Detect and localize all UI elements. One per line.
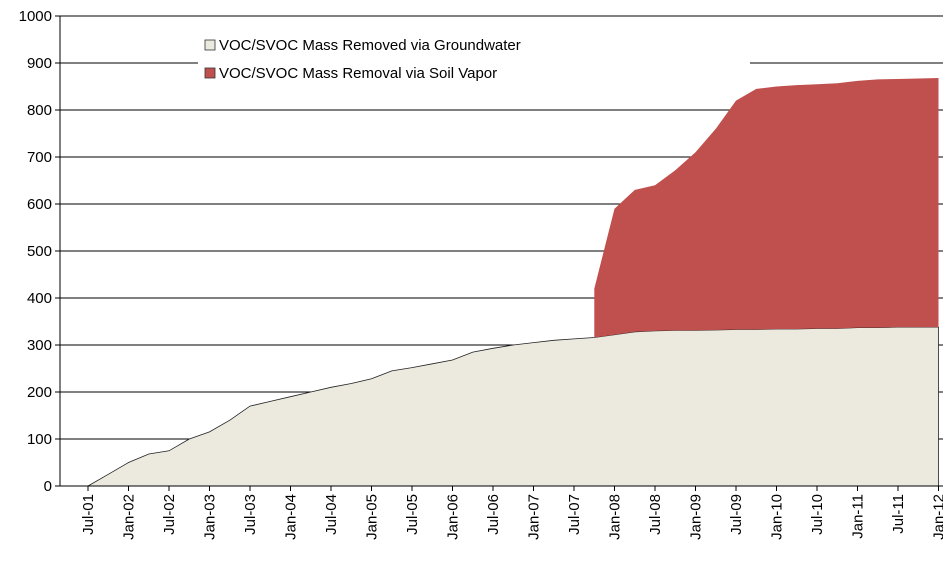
y-tick-label: 100 [27, 431, 52, 448]
x-tick-label: Jan-10 [769, 494, 786, 540]
area [594, 78, 939, 338]
x-tick-label: Jul-06 [485, 494, 502, 535]
y-tick-label: 1000 [19, 8, 52, 25]
x-tick-label: Jan-05 [364, 494, 381, 540]
x-tick-label: Jan-07 [526, 494, 543, 540]
y-tick-label: 0 [44, 478, 52, 495]
x-tick-label: Jul-07 [566, 494, 583, 535]
y-tick-label: 400 [27, 290, 52, 307]
y-tick-label: 900 [27, 55, 52, 72]
y-tick-label: 800 [27, 102, 52, 119]
x-tick-label: Jul-01 [80, 494, 97, 535]
legend-label: VOC/SVOC Mass Removal via Soil Vapor [219, 65, 497, 82]
legend-swatch [204, 67, 216, 79]
x-tick-label: Jul-11 [890, 494, 907, 534]
legend-swatch [204, 39, 216, 51]
x-tick-label: Jan-11 [850, 494, 867, 539]
y-tick-label: 500 [27, 243, 52, 260]
y-tick-label: 700 [27, 149, 52, 166]
area [86, 326, 939, 487]
y-tick-label: 300 [27, 337, 52, 354]
y-tick-label: 600 [27, 196, 52, 213]
x-tick-label: Jul-09 [728, 494, 745, 535]
x-tick-label: Jul-04 [323, 494, 340, 535]
legend-label: VOC/SVOC Mass Removed via Groundwater [219, 37, 521, 54]
y-tick-label: 200 [27, 384, 52, 401]
x-tick-label: Jan-04 [283, 494, 300, 540]
x-tick-label: Jan-12 [931, 494, 943, 540]
legend-box [198, 28, 750, 86]
x-tick-label: Jan-02 [121, 494, 138, 540]
x-tick-label: Jan-08 [607, 494, 624, 540]
x-tick-label: Jul-02 [161, 494, 178, 535]
x-tick-label: Jul-10 [809, 494, 826, 535]
x-tick-label: Jul-08 [647, 494, 664, 535]
x-tick-label: Jul-03 [242, 494, 259, 535]
x-tick-label: Jan-09 [688, 494, 705, 540]
x-tick-label: Jan-06 [445, 494, 462, 540]
x-tick-label: Jan-03 [202, 494, 219, 540]
x-tick-label: Jul-05 [404, 494, 421, 535]
